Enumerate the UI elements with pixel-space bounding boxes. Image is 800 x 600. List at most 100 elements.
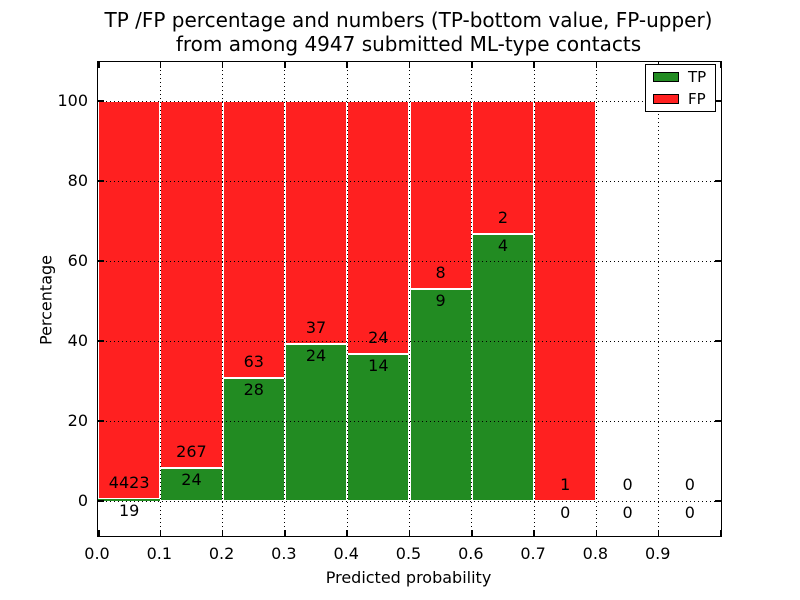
x-tick-mark [533, 530, 535, 536]
bar-fp-segment [471, 101, 535, 235]
legend-label-fp: FP [688, 89, 706, 108]
y-gridline [98, 261, 721, 262]
y-tick-label: 60 [67, 251, 88, 270]
x-axis-label: Predicted probability [325, 568, 492, 587]
x-tick-mark [719, 530, 721, 536]
bar-tp-segment [160, 468, 223, 501]
x-tick-mark [408, 530, 411, 536]
x-tick-mark [408, 62, 411, 68]
fp-count-label: 2 [497, 208, 509, 228]
x-tick-mark [284, 62, 286, 68]
y-tick-label: 0 [77, 491, 88, 510]
x-gridline [658, 62, 660, 536]
y-tick-mark [98, 260, 104, 262]
x-tick-mark [159, 62, 162, 68]
fp-count-label: 37 [305, 317, 327, 337]
x-tick-mark [471, 530, 473, 536]
y-gridline [98, 421, 721, 422]
fp-count-label: 4423 [108, 473, 150, 493]
x-tick-label: 0.5 [395, 544, 422, 563]
chart-title: TP /FP percentage and numbers (TP-bottom… [97, 8, 720, 56]
x-tick-label: 0.7 [520, 544, 546, 563]
x-gridline [533, 62, 535, 536]
x-tick-mark [533, 62, 535, 68]
x-gridline [346, 62, 348, 536]
y-tick-mark [715, 340, 721, 342]
chart-title-line-2: from among 4947 submitted ML-type contac… [175, 32, 642, 56]
y-tick-mark [98, 500, 104, 502]
x-tick-label: 0.8 [582, 544, 609, 563]
bar-tp-segment [98, 499, 161, 501]
tp-count-label: 4 [497, 236, 509, 256]
legend-item-tp: TP [653, 67, 708, 86]
bar-tp-segment [471, 234, 535, 501]
y-tick-mark [98, 420, 104, 422]
x-tick-label: 0.9 [644, 544, 671, 563]
y-tick-label: 20 [67, 411, 88, 430]
x-tick-label: 0.3 [271, 544, 297, 563]
bar-fp-segment [160, 101, 223, 468]
fp-count-label: 24 [368, 327, 389, 347]
y-tick-mark [715, 500, 721, 502]
bar-tp-segment [347, 353, 410, 501]
bar-tp-segment [284, 343, 348, 501]
y-tick-label: 100 [57, 91, 88, 110]
tp-count-label: 0 [560, 503, 571, 522]
legend-label-tp: TP [688, 67, 707, 86]
y-tick-label: 40 [67, 331, 88, 350]
legend-item-fp: FP [653, 89, 708, 108]
x-tick-mark [159, 530, 162, 536]
tp-count-label: 0 [622, 503, 633, 522]
y-tick-mark [715, 420, 721, 422]
x-tick-label: 0.2 [208, 544, 235, 563]
x-gridline [159, 62, 161, 536]
x-tick-mark [595, 530, 598, 536]
x-gridline [409, 62, 410, 536]
tp-swatch-icon [653, 72, 679, 82]
x-tick-mark [719, 62, 721, 68]
fp-count-label: 0 [622, 475, 633, 494]
bar-fp-segment [284, 101, 348, 344]
x-tick-mark [284, 530, 286, 536]
bar-tp-segment [222, 377, 285, 501]
x-tick-label: 0.4 [333, 544, 359, 563]
legend: TP FP [645, 64, 716, 112]
x-tick-mark [221, 62, 224, 68]
y-gridline [98, 181, 721, 182]
tp-count-label: 0 [684, 503, 695, 522]
y-tick-mark [98, 180, 104, 182]
tp-count-label: 24 [305, 345, 327, 365]
fp-count-label: 0 [684, 475, 695, 494]
y-tick-mark [98, 100, 104, 102]
y-gridline [98, 501, 721, 502]
bar-fp-segment [347, 101, 410, 354]
y-tick-mark [98, 340, 104, 342]
tp-count-label: 28 [243, 379, 264, 399]
chart-title-line-1: TP /FP percentage and numbers (TP-bottom… [104, 8, 713, 32]
tp-count-label: 19 [118, 501, 140, 521]
x-tick-mark [221, 530, 224, 536]
fp-count-label: 63 [243, 351, 264, 371]
x-gridline [284, 62, 286, 536]
plot-area: 4423 19 267 24 63 28 37 24 24 14 8 9 2 4 1 0 0 0 0 0 [97, 61, 722, 537]
x-tick-mark [657, 530, 660, 536]
x-tick-label: 0.1 [146, 544, 173, 563]
bar-fp-segment [534, 101, 597, 501]
x-tick-label: 0.6 [458, 544, 484, 563]
y-tick-mark [715, 180, 721, 182]
y-gridline [98, 341, 721, 342]
tp-count-label: 14 [368, 355, 389, 375]
x-tick-mark [346, 530, 348, 536]
x-tick-mark [98, 530, 100, 536]
x-tick-mark [346, 62, 348, 68]
bar-fp-segment [409, 101, 472, 290]
fp-count-label: 8 [435, 263, 446, 283]
fp-swatch-icon [653, 94, 679, 104]
fp-count-label: 267 [176, 442, 207, 461]
y-tick-label: 80 [67, 171, 88, 190]
tp-count-label: 9 [435, 291, 446, 311]
x-gridline [595, 62, 597, 536]
x-tick-mark [471, 62, 473, 68]
y-tick-mark [715, 260, 721, 262]
